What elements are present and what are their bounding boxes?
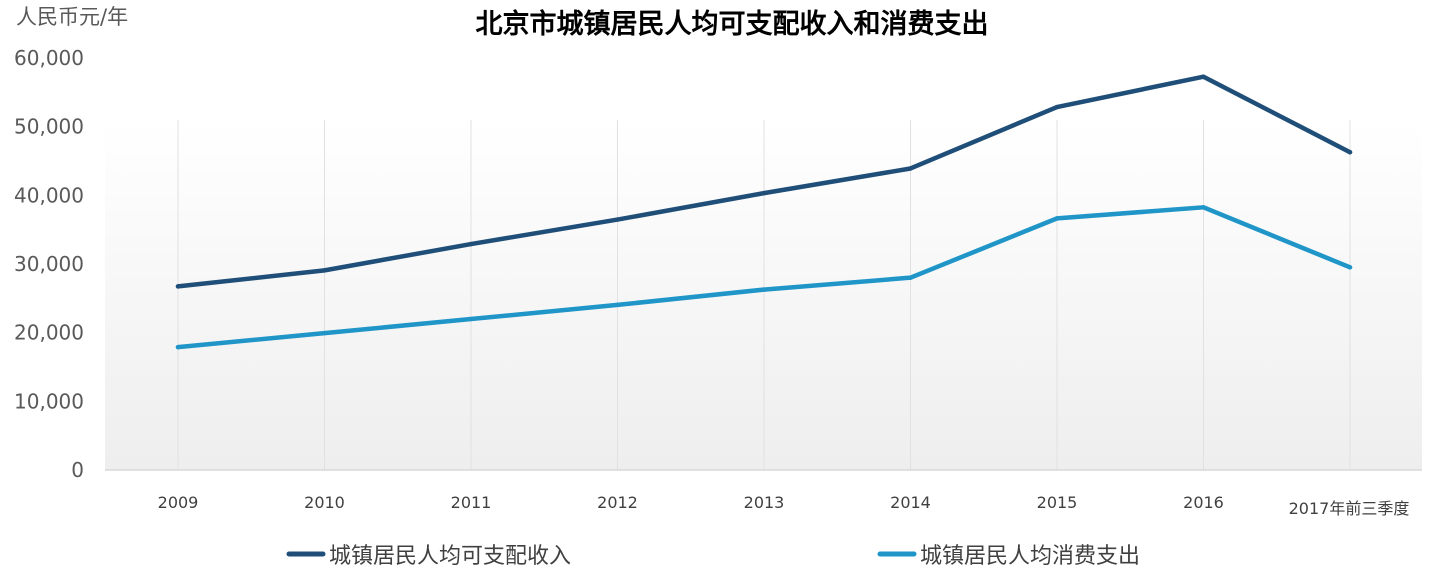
- x-tick-label: 2011: [451, 493, 492, 512]
- data-point: [1201, 205, 1206, 210]
- data-point: [1054, 216, 1060, 221]
- y-tick-label: 60,000: [14, 46, 84, 70]
- y-axis: 0 10,000 20,000 30,000 40,000 50,000 60,000: [14, 46, 84, 482]
- data-point: [468, 241, 474, 247]
- data-point: [615, 217, 620, 222]
- legend: 城镇居民人均可支配收入 城镇居民人均消费支出: [286, 544, 1140, 569]
- data-point: [1054, 104, 1060, 110]
- y-tick-label: 30,000: [14, 252, 84, 276]
- data-point: [175, 344, 181, 350]
- data-point: [761, 287, 767, 292]
- data-point: [908, 166, 913, 171]
- y-unit-label: 人民币元/年: [16, 5, 128, 29]
- x-tick-label: 2013: [744, 493, 785, 512]
- data-point: [1201, 74, 1206, 79]
- x-axis: 2009 2010 2011 2012 2013 2014 2015 2016 2017年前三季…: [105, 469, 1422, 518]
- grid-lines: [177, 120, 1351, 470]
- y-tick-label: 40,000: [14, 183, 84, 207]
- data-point: [761, 190, 767, 196]
- y-tick-label: 0: [71, 458, 84, 482]
- y-tick-label: 50,000: [14, 115, 84, 139]
- x-tick-label: 2010: [304, 493, 345, 512]
- y-tick-label: 20,000: [14, 321, 84, 345]
- x-tick-label: 2014: [890, 493, 931, 512]
- data-point: [615, 302, 620, 308]
- x-tick-label: 2017年前三季度: [1289, 499, 1410, 518]
- data-point: [175, 284, 181, 289]
- data-point: [1347, 149, 1353, 155]
- data-point: [1347, 265, 1353, 270]
- x-tick-label: 2015: [1037, 493, 1078, 512]
- legend-label: 城镇居民人均消费支出: [920, 544, 1140, 569]
- x-tick-label: 2012: [597, 493, 638, 512]
- chart-title: 北京市城镇居民人均可支配收入和消费支出: [476, 8, 989, 40]
- series: [175, 74, 1353, 350]
- y-tick-label: 10,000: [14, 389, 84, 413]
- data-point: [468, 316, 474, 322]
- data-point: [322, 268, 327, 273]
- legend-label: 城镇居民人均可支配收入: [329, 544, 571, 569]
- data-point: [908, 275, 913, 280]
- x-tick-label: 2016: [1183, 493, 1224, 512]
- x-tick-label: 2009: [158, 493, 199, 512]
- data-point: [322, 330, 327, 336]
